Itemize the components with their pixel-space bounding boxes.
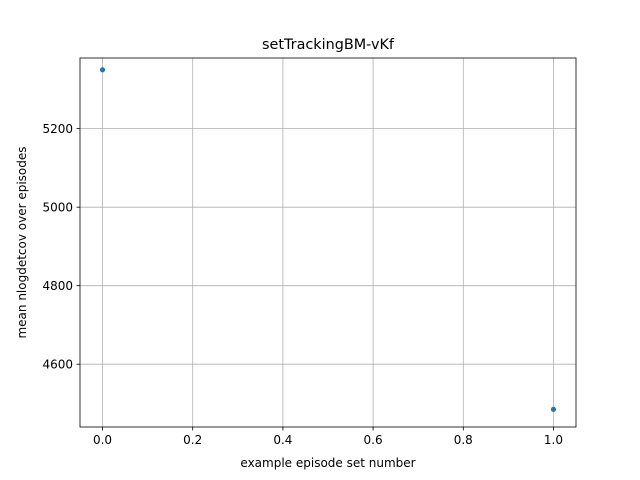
y-axis-ticks: 4600 4800 5000 5200 — [42, 122, 80, 371]
grid — [80, 58, 576, 427]
x-axis-label: example episode set number — [240, 456, 415, 470]
x-tick-label: 0.4 — [273, 433, 292, 447]
x-tick-label: 0.2 — [183, 433, 202, 447]
x-tick-label: 0.8 — [454, 433, 473, 447]
x-axis-ticks: 0.0 0.2 0.4 0.6 0.8 1.0 — [93, 427, 563, 447]
series-points — [99, 67, 557, 412]
x-tick-label: 1.0 — [544, 433, 563, 447]
y-axis-label: mean nlogdetcov over episodes — [15, 146, 29, 338]
data-point — [99, 67, 106, 73]
chart-title: setTrackingBM-vKf — [262, 37, 395, 53]
plot-frame — [79, 57, 577, 428]
data-point — [550, 406, 557, 412]
x-tick-label: 0.0 — [93, 433, 112, 447]
x-tick-label: 0.6 — [364, 433, 383, 447]
y-tick-label: 5200 — [42, 122, 73, 136]
y-tick-label: 4600 — [42, 357, 73, 371]
y-tick-label: 5000 — [42, 200, 73, 214]
y-tick-label: 4800 — [42, 279, 73, 293]
